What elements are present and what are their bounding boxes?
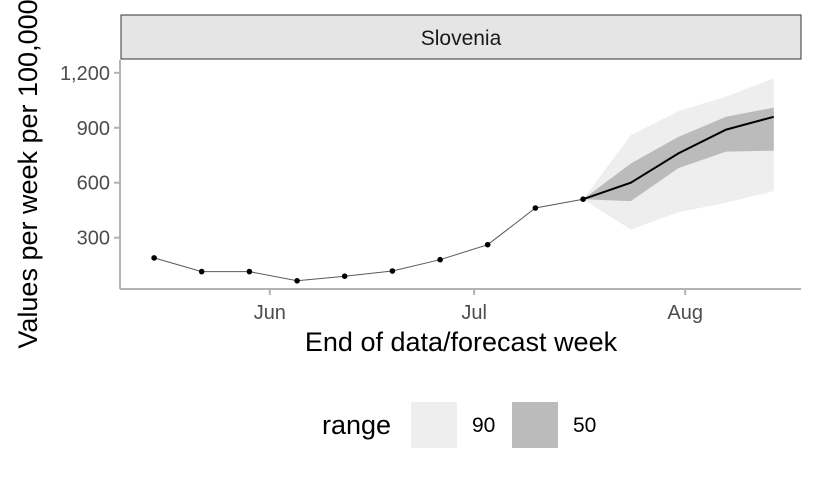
- legend-swatch-90: [411, 402, 457, 448]
- observed-point: [294, 278, 300, 284]
- y-axis-title: Values per week per 100,000: [13, 0, 43, 349]
- facet-label: Slovenia: [421, 27, 502, 50]
- observed-point: [484, 241, 491, 248]
- observed-point: [437, 256, 443, 263]
- observed-point: [389, 268, 396, 274]
- x-tick-label: Aug: [667, 302, 703, 324]
- facet-strip-background: [120, 14, 802, 60]
- legend-title: range: [322, 410, 391, 440]
- x-ticks: Jun Jul Aug: [254, 289, 703, 324]
- observed-point: [580, 196, 586, 202]
- x-tick-label: Jun: [254, 302, 286, 324]
- axes: [119, 60, 801, 290]
- x-axis-title: End of data/forecast week: [305, 327, 618, 357]
- facet-strip: Slovenia: [120, 14, 802, 60]
- observed-point: [151, 255, 157, 261]
- observed-point: [198, 268, 205, 275]
- observed-point: [532, 205, 539, 211]
- observed-points: [151, 196, 586, 284]
- y-tick-label: 1,200: [60, 63, 110, 85]
- forecast-median-line: [582, 115, 775, 201]
- series-lines: [153, 115, 775, 282]
- x-tick-label: Jul: [461, 302, 487, 324]
- observed-point: [246, 268, 253, 275]
- legend-swatch-50: [512, 402, 558, 448]
- legend: range 90 50: [322, 402, 596, 448]
- y-ticks: 300 600 900 1,200: [60, 63, 120, 250]
- observed-point: [341, 273, 348, 280]
- observed-line: [153, 198, 584, 282]
- legend-label-90: 90: [472, 414, 495, 437]
- y-tick-label: 600: [77, 173, 110, 195]
- y-tick-label: 900: [77, 118, 110, 140]
- legend-label-50: 50: [573, 414, 596, 437]
- y-tick-label: 300: [77, 228, 110, 250]
